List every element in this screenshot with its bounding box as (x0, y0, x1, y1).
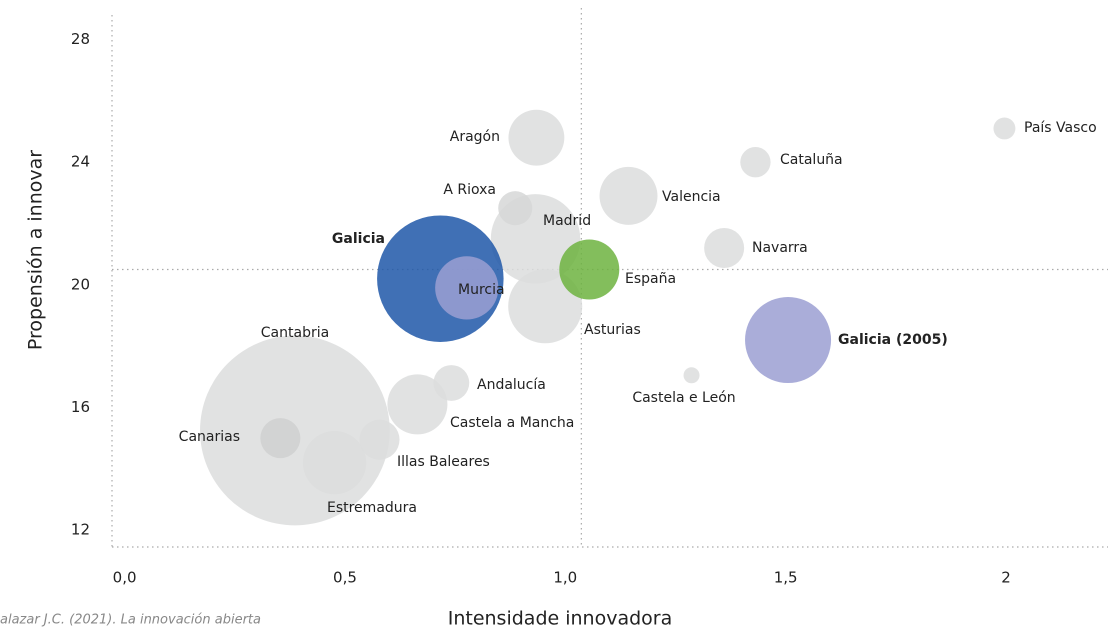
y-tick-label: 20 (71, 275, 90, 293)
x-tick-label: 0,0 (113, 569, 137, 587)
x-tick-label: 0,5 (333, 569, 357, 587)
bubble-label: Galicia (2005) (838, 332, 948, 348)
bubble (433, 365, 470, 401)
y-tick-label: 16 (71, 398, 90, 416)
bubble-label: Andalucía (477, 377, 546, 393)
bubble (745, 297, 832, 384)
bubble-label: Illas Baleares (397, 454, 490, 470)
y-axis-label: Propensión a innovar (25, 150, 47, 350)
bubble-label: Galicia (332, 231, 385, 247)
bubble (559, 239, 620, 300)
source: alazar J.C. (2021). La innovación abiert… (0, 613, 261, 628)
bubble-label: Castela e León (632, 390, 735, 406)
x-tick-label: 1,5 (774, 569, 798, 587)
bubble (498, 191, 533, 226)
bubble-label: Valencia (662, 189, 721, 205)
bubble-label: Cataluña (780, 152, 843, 168)
bubble-label: Asturias (584, 322, 641, 338)
y-tick-label: 24 (71, 153, 90, 171)
bubble (387, 374, 448, 435)
x-tick-label: 2 (1001, 569, 1011, 587)
bubble-label: País Vasco (1024, 120, 1097, 136)
bubble-label: Castela a Mancha (450, 415, 574, 431)
bubble (704, 228, 745, 269)
bubble (260, 418, 301, 459)
bubble (359, 419, 400, 460)
bubble-label: Cantabria (261, 325, 329, 341)
x-tick-label: 1,0 (553, 569, 577, 587)
bubble (599, 166, 658, 225)
bubble-label: Navarra (752, 240, 808, 256)
bubble-label: España (625, 271, 676, 287)
bubble (740, 147, 771, 178)
bubble-label: Estremadura (327, 500, 417, 516)
bubble-label: Aragón (450, 129, 500, 145)
bubble-label: A Rioxa (443, 182, 496, 198)
x-axis-label: Intensidade innovadora (448, 608, 673, 630)
bubble (435, 256, 499, 320)
bubble-label: Canarias (179, 429, 240, 445)
bubble (683, 367, 700, 384)
bubble (508, 269, 583, 344)
y-tick-label: 12 (71, 521, 90, 539)
bubble-label: Madrid (543, 213, 591, 229)
bubble-label: Murcia (458, 282, 505, 298)
bubble (302, 431, 367, 495)
bubble (993, 117, 1016, 140)
y-tick-label: 28 (71, 30, 90, 48)
bubble (508, 109, 565, 166)
